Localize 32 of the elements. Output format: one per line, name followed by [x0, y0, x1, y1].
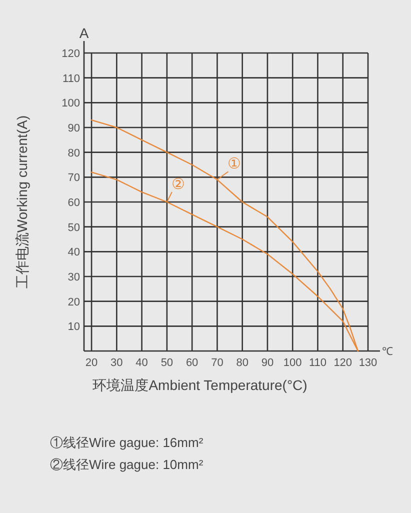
text: ②线径Wire gague: 10mm² — [50, 457, 204, 472]
y-tick-label: 50 — [68, 222, 80, 234]
x-tick-label: 100 — [283, 357, 302, 369]
y-tick-label: 20 — [68, 296, 80, 308]
x-tick-label: 110 — [308, 357, 327, 369]
y-tick-label: 70 — [68, 172, 80, 184]
y-tick-label: 100 — [62, 98, 80, 110]
legend-label: ② — [171, 176, 184, 193]
series-label: ① — [228, 156, 241, 173]
x-axis-title: 环境温度Ambient Temperature(°C) — [92, 377, 308, 393]
x-tick-label: 80 — [236, 357, 248, 369]
y-tick-label: 110 — [62, 72, 80, 85]
text: A — [79, 25, 90, 41]
y-axis-title: 工作电流Working current(A) — [14, 115, 30, 289]
y-tick-label: 80 — [68, 147, 80, 160]
x-tick-label: 20 — [85, 357, 98, 369]
x-tick-label: 120 — [334, 357, 352, 369]
x-tick-label: 30 — [110, 357, 123, 369]
y-tick-label: 30 — [68, 272, 80, 284]
y-tick-label: 10 — [68, 321, 80, 334]
x-tick-label: 130 — [358, 357, 378, 369]
y-tick-label: 90 — [68, 122, 80, 134]
text: ℃ — [382, 346, 393, 358]
text: ①线径Wire gague: 16mm² — [50, 435, 204, 450]
x-tick-label: 40 — [136, 357, 148, 369]
y-tick-label: 40 — [68, 246, 80, 259]
y-tick-label: 120 — [62, 48, 80, 60]
x-tick-label: 50 — [160, 357, 174, 369]
x-tick-label: 60 — [186, 357, 198, 369]
x-tick-label: 70 — [211, 357, 224, 369]
x-tick-label: 90 — [261, 357, 274, 369]
y-tick-label: 60 — [68, 197, 80, 209]
